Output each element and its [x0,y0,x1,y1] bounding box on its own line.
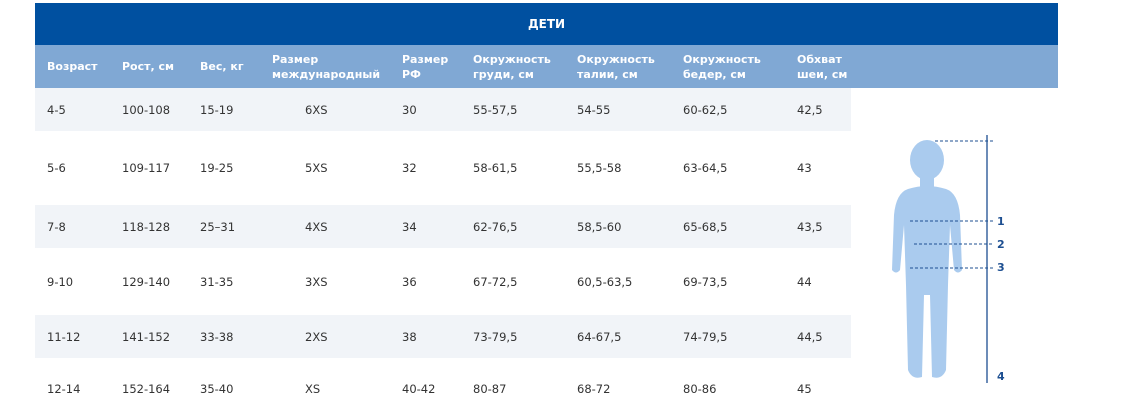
table-cell: 15-19 [200,102,234,117]
header-cell: Рост, см [122,60,175,73]
table-cell: 44,5 [797,329,823,344]
table-cell: 5-6 [47,161,66,175]
table-cell: 100-108 [122,102,171,117]
table-cell: 32 [402,161,417,175]
table-cell: 152-164 [122,382,171,396]
header-cell: Возраст [47,60,98,73]
table-cell: 60,5-63,5 [577,274,633,289]
table-cell: 118-128 [122,219,171,234]
table-cell: 19-25 [200,161,234,175]
row-background [35,205,851,248]
table-cell: 38 [402,329,417,344]
table-cell: 63-64,5 [683,161,728,175]
silhouette [892,140,962,378]
table-cell: 109-117 [122,161,171,175]
table-cell: 9-10 [47,274,74,289]
header-cell: Размер РФ [402,52,449,81]
table-cell: 80-86 [683,382,717,396]
table-cell: 11-12 [47,329,81,344]
measure-lines [910,140,993,269]
table-cell: 3XS [305,274,328,289]
table-cell: 68-72 [577,382,611,396]
table-cell: 40-42 [402,382,436,396]
table-cell: 64-67,5 [577,329,622,344]
measure-label: 1 [997,215,1005,228]
table-cell: 74-79,5 [683,329,728,344]
table-cell: 30 [402,102,417,117]
measure-label: 2 [997,238,1005,251]
header-bar [35,45,1058,88]
table-cell: 34 [402,219,417,234]
table-cell: 69-73,5 [683,274,728,289]
table-title: ДЕТИ [35,3,1058,45]
table-cell: 62-76,5 [473,219,518,234]
table-cell: 58,5-60 [577,219,622,234]
table-cell: 65-68,5 [683,219,728,234]
table-cell: 5XS [305,161,328,175]
header-cell: Окружность груди, см [473,52,551,81]
table-cell: 45 [797,382,812,396]
table-cell: 12-14 [47,382,81,396]
table-cell: 33-38 [200,329,234,344]
table-cell: 6XS [305,102,328,117]
table-cell: 67-72,5 [473,274,518,289]
table-cell: 73-79,5 [473,329,518,344]
table-cell: 141-152 [122,329,171,344]
measure-label: 4 [997,370,1005,383]
table-cell: 35-40 [200,382,234,396]
table-cell: 55-57,5 [473,102,518,117]
table-cell: 58-61,5 [473,161,518,175]
table-cell: 80-87 [473,382,507,396]
table-cell: XS [305,382,321,396]
table-cell: 54-55 [577,102,611,117]
body-figure: 1 2 3 4 [892,135,1005,383]
header-cell: Обхват шеи, см [797,52,848,81]
table-cell: 43,5 [797,219,823,234]
header-cell: Окружность талии, см [577,52,655,81]
table-cell: 4XS [305,219,328,234]
table-cell: 4-5 [47,102,66,117]
header-cell: Размер международный [272,52,381,81]
table-cell: 2XS [305,329,328,344]
table-cell: 129-140 [122,274,171,289]
row-background [35,315,851,358]
header-cell: Вес, кг [200,60,244,73]
table-cell: 44 [797,274,812,289]
table-cell: 36 [402,274,417,289]
table-cell: 42,5 [797,102,823,117]
measure-label: 3 [997,261,1005,274]
header-cell: Окружность бедер, см [683,52,761,81]
table-cell: 25–31 [200,219,236,234]
row-background [35,88,851,131]
table-cell: 31-35 [200,274,234,289]
table-cell: 55,5-58 [577,161,622,175]
table-cell: 7-8 [47,219,66,234]
table-cell: 60-62,5 [683,102,728,117]
table-cell: 43 [797,161,812,175]
